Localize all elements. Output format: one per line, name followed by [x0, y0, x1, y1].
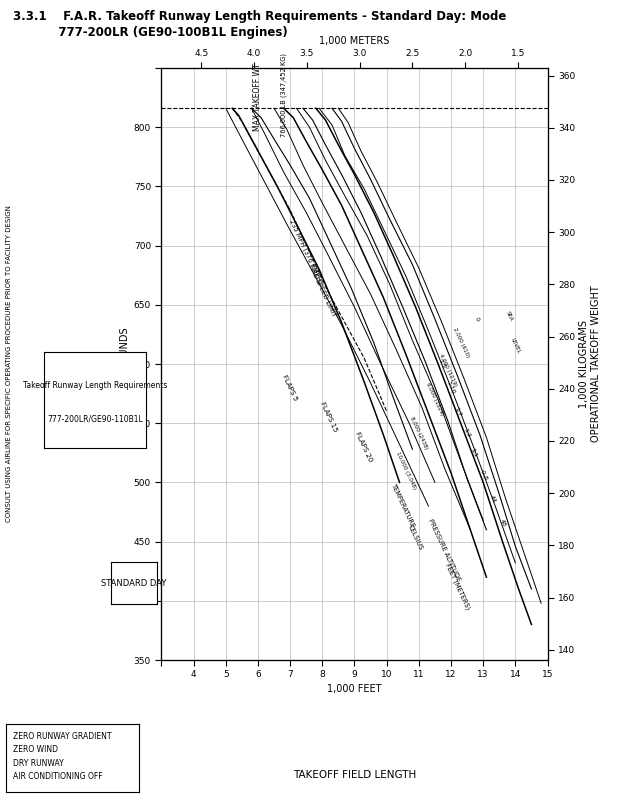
Text: 6,000 (1829): 6,000 (1829) [425, 382, 445, 417]
Text: STANDARD DAY: STANDARD DAY [101, 578, 166, 588]
Text: 777-200LR/GE90-110B1L: 777-200LR/GE90-110B1L [47, 414, 143, 424]
Text: CONSULT USING AIRLINE FOR SPECIFIC OPERATING PROCEDURE PRIOR TO FACILITY DESIGN: CONSULT USING AIRLINE FOR SPECIFIC OPERA… [6, 206, 12, 522]
Text: 8,000 (2438): 8,000 (2438) [409, 415, 429, 450]
Text: TEMPERATURE: TEMPERATURE [390, 483, 416, 529]
Text: SEA: SEA [505, 310, 513, 322]
X-axis label: 1,000 METERS: 1,000 METERS [319, 37, 390, 46]
Text: 3.3.1    F.A.R. Takeoff Runway Length Requirements - Standard Day: Mode: 3.3.1 F.A.R. Takeoff Runway Length Requi… [13, 10, 506, 22]
Text: FLAPS 20: FLAPS 20 [354, 431, 373, 463]
Text: PRESSURE ALTITUDE: PRESSURE ALTITUDE [427, 518, 461, 582]
Text: MAX TAKEOFF WT: MAX TAKEOFF WT [253, 64, 263, 131]
Y-axis label: 1,000 POUNDS: 1,000 POUNDS [120, 328, 130, 400]
Text: CELSIUS: CELSIUS [407, 524, 424, 552]
Y-axis label: 1,000 KILOGRAMS
OPERATIONAL TAKEOFF WEIGHT: 1,000 KILOGRAMS OPERATIONAL TAKEOFF WEIG… [579, 286, 601, 442]
Text: 0: 0 [473, 316, 480, 322]
Text: TAKEOFF FIELD LENGTH: TAKEOFF FIELD LENGTH [293, 770, 416, 780]
Text: 1.7: 1.7 [453, 406, 462, 417]
Text: 235 MPH (376 KMPH): 235 MPH (376 KMPH) [289, 218, 324, 285]
Text: 1.5: 1.5 [437, 358, 446, 370]
Text: TIRE SPEED LIMIT: TIRE SPEED LIMIT [308, 263, 337, 318]
Text: 777-200LR (GE90-100B1L Engines): 777-200LR (GE90-100B1L Engines) [13, 26, 287, 38]
Text: FLAPS 5: FLAPS 5 [282, 374, 299, 402]
Text: FEET (METERS): FEET (METERS) [444, 562, 471, 610]
Text: Takeoff Runway Length Requirements: Takeoff Runway Length Requirements [23, 381, 167, 390]
Text: 48: 48 [499, 518, 506, 527]
Text: 10,000 (3,048): 10,000 (3,048) [395, 451, 417, 490]
Text: 766,000 LB (347,452 KG): 766,000 LB (347,452 KG) [280, 54, 287, 138]
Text: LEVEL: LEVEL [510, 338, 521, 354]
Text: FLAPS 15: FLAPS 15 [319, 402, 338, 434]
Text: -0.8: -0.8 [479, 469, 488, 482]
X-axis label: 1,000 FEET: 1,000 FEET [327, 683, 382, 694]
Text: 2,000 (610): 2,000 (610) [451, 327, 470, 358]
Text: ZERO RUNWAY GRADIENT
ZERO WIND
DRY RUNWAY
AIR CONDITIONING OFF: ZERO RUNWAY GRADIENT ZERO WIND DRY RUNWA… [13, 732, 111, 781]
Text: 1.10: 1.10 [446, 381, 456, 395]
Text: 1.2: 1.2 [463, 427, 472, 438]
Text: 44: 44 [489, 494, 497, 504]
Text: 4,000 (1219): 4,000 (1219) [438, 353, 458, 387]
Text: 1.1: 1.1 [469, 447, 478, 458]
